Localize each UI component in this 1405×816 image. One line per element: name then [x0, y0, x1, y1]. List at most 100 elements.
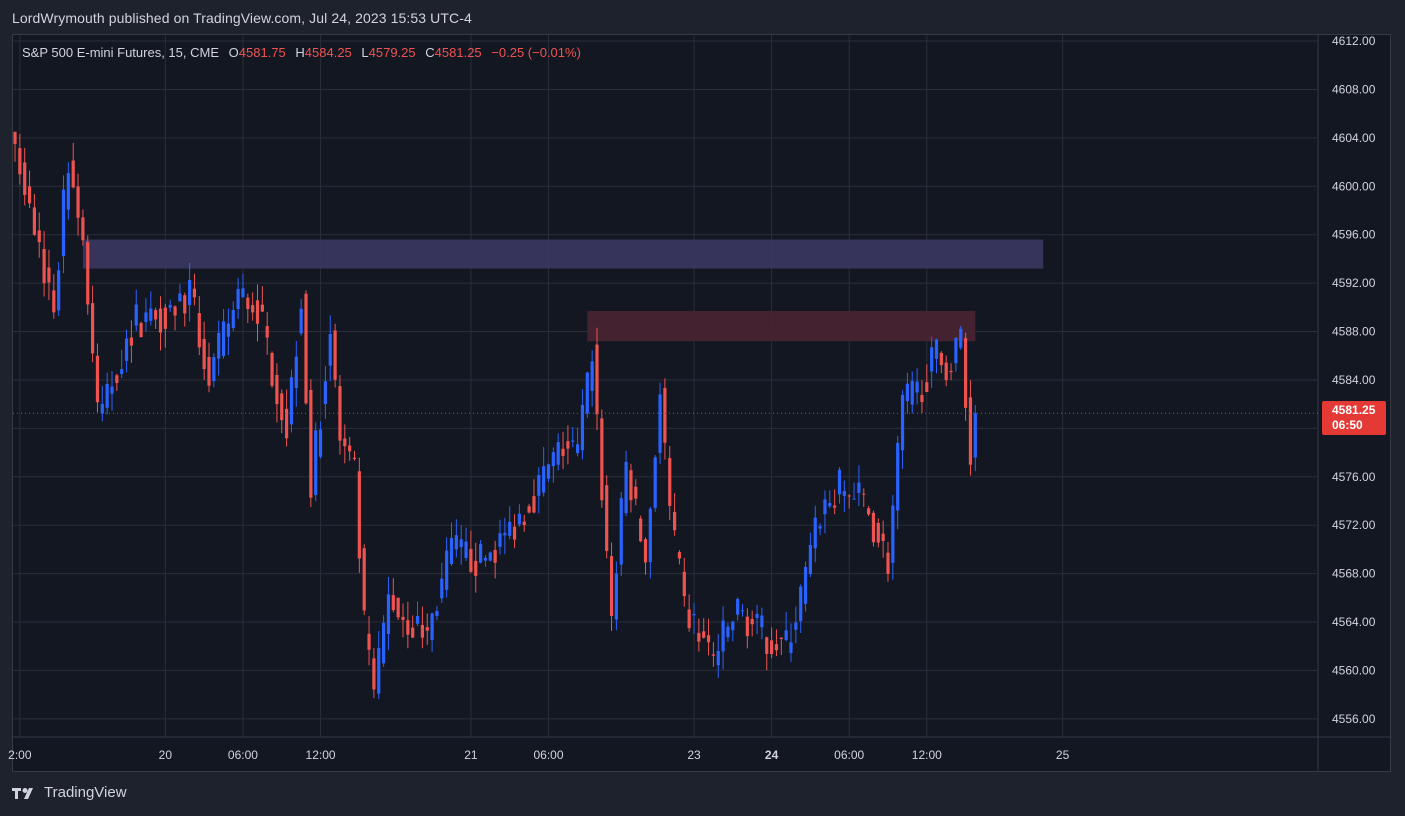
candle-body — [367, 633, 371, 650]
candle-body — [551, 452, 555, 467]
candle-body — [624, 461, 628, 514]
candle-body — [629, 470, 633, 501]
candle-body — [794, 622, 798, 630]
candle-body — [178, 293, 182, 302]
candle-body — [134, 304, 138, 326]
candle-body — [158, 308, 163, 333]
candle-body — [498, 533, 502, 547]
candle-body — [503, 532, 507, 536]
candle-body — [537, 475, 541, 496]
candle-body — [479, 543, 483, 563]
candle-body — [876, 522, 880, 543]
time-axis-label: 12:00 — [912, 748, 942, 762]
candle-body — [571, 440, 575, 442]
candle-body — [740, 610, 745, 612]
candle-body — [837, 469, 842, 495]
candle-body — [124, 338, 129, 361]
candle-body — [449, 538, 454, 565]
supply-zone-lower — [587, 310, 976, 342]
candle-body — [871, 512, 876, 543]
candle-body — [930, 347, 934, 372]
candle-body — [770, 640, 774, 655]
time-axis-label: 20 — [159, 748, 173, 762]
candle-body — [459, 539, 463, 548]
candle-body — [129, 337, 133, 346]
candle-body — [517, 513, 521, 525]
candle-body — [294, 356, 298, 388]
candle-body — [920, 395, 924, 403]
candle-body — [420, 624, 424, 638]
price-axis-label: 4584.00 — [1332, 373, 1376, 387]
candle-body — [401, 616, 405, 620]
candle-body — [488, 552, 492, 561]
high-value: 4584.25 — [304, 45, 352, 60]
candle-body — [745, 616, 749, 637]
time-axis-label: 23 — [687, 748, 701, 762]
candle-body — [964, 338, 968, 408]
candle-body — [144, 312, 148, 323]
candle-body — [13, 131, 17, 144]
candle-body — [813, 517, 817, 549]
candle-body — [881, 533, 885, 542]
last-price-value: 4581.25 — [1332, 403, 1376, 417]
chart-panel[interactable] — [12, 34, 1391, 772]
open-label: O — [228, 45, 239, 60]
candle-body — [522, 521, 526, 526]
candle-body — [576, 444, 580, 454]
low-value: 4579.25 — [368, 45, 416, 60]
close-label: C — [425, 45, 435, 60]
candle-body — [120, 369, 124, 374]
candle-body — [348, 445, 352, 452]
candle-body — [32, 207, 36, 235]
candle-body — [100, 403, 104, 414]
price-axis-label: 4560.00 — [1332, 663, 1376, 677]
candle-body — [600, 418, 604, 501]
price-axis-label: 4576.00 — [1332, 470, 1376, 484]
candle-body — [173, 306, 177, 316]
candle-body — [527, 506, 531, 513]
time-axis-label: 25 — [1056, 748, 1070, 762]
candle-body — [318, 429, 323, 457]
candle-body — [726, 626, 730, 638]
price-axis-label: 4612.00 — [1332, 34, 1376, 48]
candle-body — [852, 498, 856, 500]
candle-body — [163, 307, 167, 329]
candle-body — [57, 270, 61, 311]
candle-body — [896, 442, 900, 511]
candle-body — [542, 466, 546, 493]
candle-body — [430, 613, 434, 640]
bar-countdown: 06:50 — [1332, 418, 1363, 432]
candle-body — [711, 654, 715, 656]
candle-body — [285, 408, 289, 439]
candle-body — [493, 549, 497, 563]
candle-body — [435, 610, 439, 616]
candle-body — [512, 526, 517, 540]
candle-body — [411, 627, 415, 638]
candle-body — [910, 380, 914, 405]
candle-body — [42, 249, 46, 284]
candle-body — [382, 622, 386, 664]
tradingview-logo[interactable]: TradingView — [12, 784, 127, 801]
candle-body — [833, 505, 837, 508]
candle-body — [47, 267, 51, 283]
candle-body — [372, 658, 376, 690]
candle-body — [454, 535, 458, 550]
candle-body — [212, 357, 216, 382]
candle-body — [760, 615, 764, 628]
candle-body — [86, 241, 90, 305]
candle-body — [309, 389, 313, 498]
candle-body — [973, 413, 977, 458]
symbol-title[interactable]: S&P 500 E-mini Futures, 15, CME — [22, 45, 220, 60]
candle-body — [784, 630, 788, 640]
candle-body — [949, 370, 953, 373]
candle-body — [197, 313, 201, 348]
candle-body — [658, 394, 662, 453]
candle-body — [270, 352, 274, 386]
candle-body — [483, 557, 488, 561]
candle-body — [668, 458, 672, 506]
candle-body — [716, 650, 720, 666]
candle-body — [721, 620, 725, 652]
candle-body — [469, 548, 473, 572]
candle-body — [280, 393, 284, 421]
